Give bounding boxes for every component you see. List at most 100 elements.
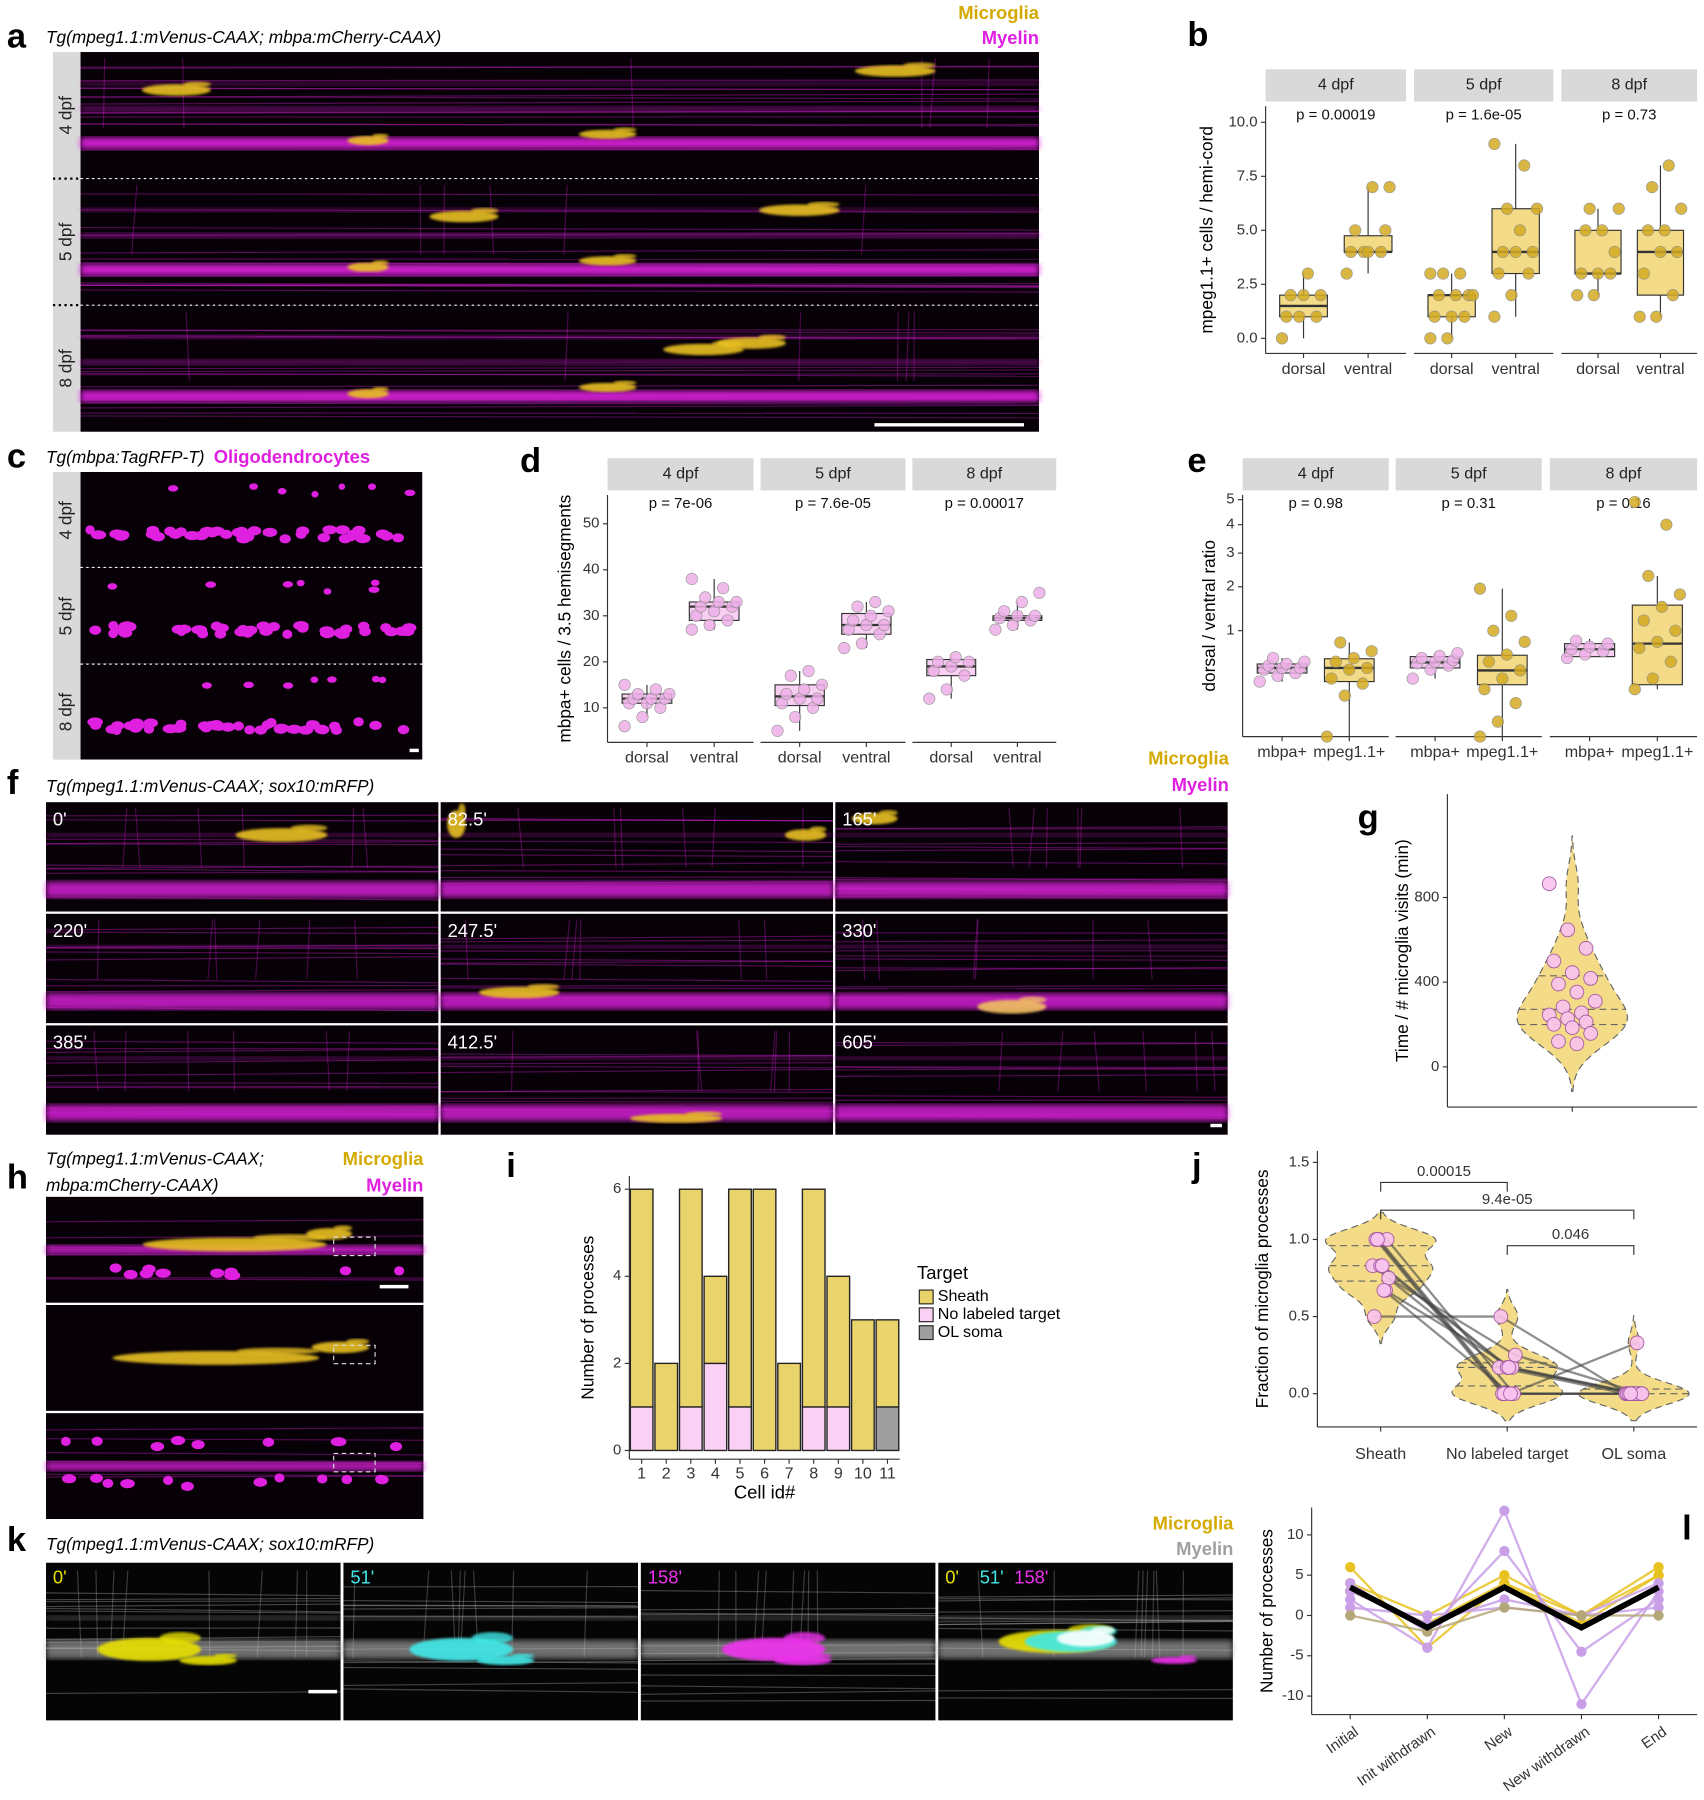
process: [1134, 1570, 1140, 1658]
x-tick-label: mpeg1.1+: [1621, 743, 1693, 761]
panel-letter: j: [1191, 1147, 1202, 1185]
oligodendrocyte: [394, 1266, 405, 1276]
oligodendrocyte: [176, 626, 187, 636]
bar-segment: [875, 1406, 900, 1452]
row-label: 4 dpf: [55, 501, 75, 540]
point: [1422, 1610, 1433, 1621]
y-tick-label: 0: [1431, 1058, 1439, 1075]
oligodendrocyte: [401, 623, 417, 633]
fiber: [80, 366, 1039, 370]
point: [1345, 1610, 1356, 1621]
x-tick-label: 6: [760, 1464, 769, 1482]
point: [1356, 677, 1369, 690]
channel-label: Microglia: [958, 2, 1040, 23]
myelin-band: [46, 1461, 424, 1471]
point: [1428, 310, 1441, 323]
y-tick-label: 4: [1226, 516, 1234, 533]
oligodendrocyte: [282, 629, 293, 639]
y-tick-label: 20: [583, 653, 600, 670]
point: [1267, 651, 1280, 665]
point: [1376, 1282, 1392, 1298]
point: [703, 618, 716, 632]
oligodendrocyte: [256, 621, 271, 631]
process: [124, 1030, 127, 1092]
process: [95, 1570, 99, 1658]
point: [1522, 267, 1535, 280]
point: [1583, 640, 1596, 653]
process: [351, 807, 355, 868]
oligodendrocyte: [262, 527, 278, 538]
roi-box: [333, 1344, 376, 1365]
point: [1641, 224, 1655, 237]
facet-strip: [1414, 69, 1554, 102]
p-value: p = 7e-06: [649, 495, 713, 512]
point: [1637, 267, 1650, 280]
point: [1487, 624, 1500, 637]
fiber: [835, 1095, 1228, 1098]
process: [998, 1030, 1004, 1092]
oligodendrocyte: [327, 676, 337, 683]
microglia-process: [807, 201, 840, 208]
oligodendrocyte: [370, 579, 380, 587]
microglia-process: [903, 62, 936, 69]
micrograph: [46, 802, 439, 912]
fiber: [46, 819, 439, 822]
y-axis-label: Time / # microglia visits (min): [1392, 839, 1412, 1062]
panel-letter: a: [7, 17, 27, 55]
fiber: [835, 939, 1228, 943]
point: [1646, 672, 1659, 685]
bar-segment: [801, 1406, 826, 1452]
point: [1509, 697, 1522, 710]
fiber: [835, 846, 1228, 849]
point: [1633, 310, 1646, 323]
fiber: [80, 329, 1039, 332]
microglia-process: [290, 824, 328, 832]
oligodendrocyte: [163, 1475, 174, 1485]
y-tick-label: 4: [613, 1267, 621, 1284]
point: [1569, 984, 1585, 1000]
oligodendrocyte: [167, 485, 179, 492]
process: [1155, 1570, 1161, 1658]
process: [681, 807, 687, 868]
panel-title: Tg(mpeg1.1:mVenus-CAAX; mbpa:mCherry-CAA…: [46, 27, 441, 47]
point: [1284, 289, 1297, 302]
point: [1370, 1232, 1385, 1247]
fiber: [80, 402, 1039, 405]
y-tick-label: 5: [1295, 1566, 1303, 1583]
microglia-process: [471, 1632, 514, 1644]
legend-swatch: [918, 1289, 934, 1305]
bar-segment: [654, 1362, 679, 1452]
point: [1028, 609, 1042, 622]
point: [1320, 730, 1334, 743]
point: [1473, 730, 1487, 743]
facet-strip: [607, 458, 754, 491]
oligodendrocyte: [368, 483, 377, 490]
oligodendrocyte: [296, 526, 310, 536]
x-tick-label: 2: [662, 1464, 671, 1482]
microglia: [476, 1655, 535, 1666]
microglia: [784, 829, 827, 841]
y-tick-label: 0: [1295, 1606, 1303, 1623]
process: [1028, 807, 1035, 868]
point: [1587, 993, 1603, 1009]
micrograph: [80, 305, 1039, 432]
oligodendrocyte: [369, 720, 382, 730]
micrograph: [46, 1413, 424, 1520]
point: [1366, 181, 1379, 194]
bar-segment: [752, 1188, 777, 1452]
fiber: [440, 819, 834, 822]
point: [721, 614, 734, 627]
frame-label: 412.5': [448, 1032, 498, 1053]
myelin-band: [80, 81, 1039, 86]
frame-label: 385': [53, 1032, 87, 1053]
fiber: [46, 1475, 424, 1478]
fiber: [80, 404, 1039, 409]
y-tick-label: 0.0: [1237, 329, 1258, 346]
process: [464, 919, 469, 980]
micrograph: [80, 178, 1039, 306]
microglia-process: [236, 1347, 320, 1355]
point: [1473, 582, 1487, 595]
fiber: [80, 262, 1039, 266]
point: [1669, 624, 1682, 637]
point: [784, 669, 797, 682]
